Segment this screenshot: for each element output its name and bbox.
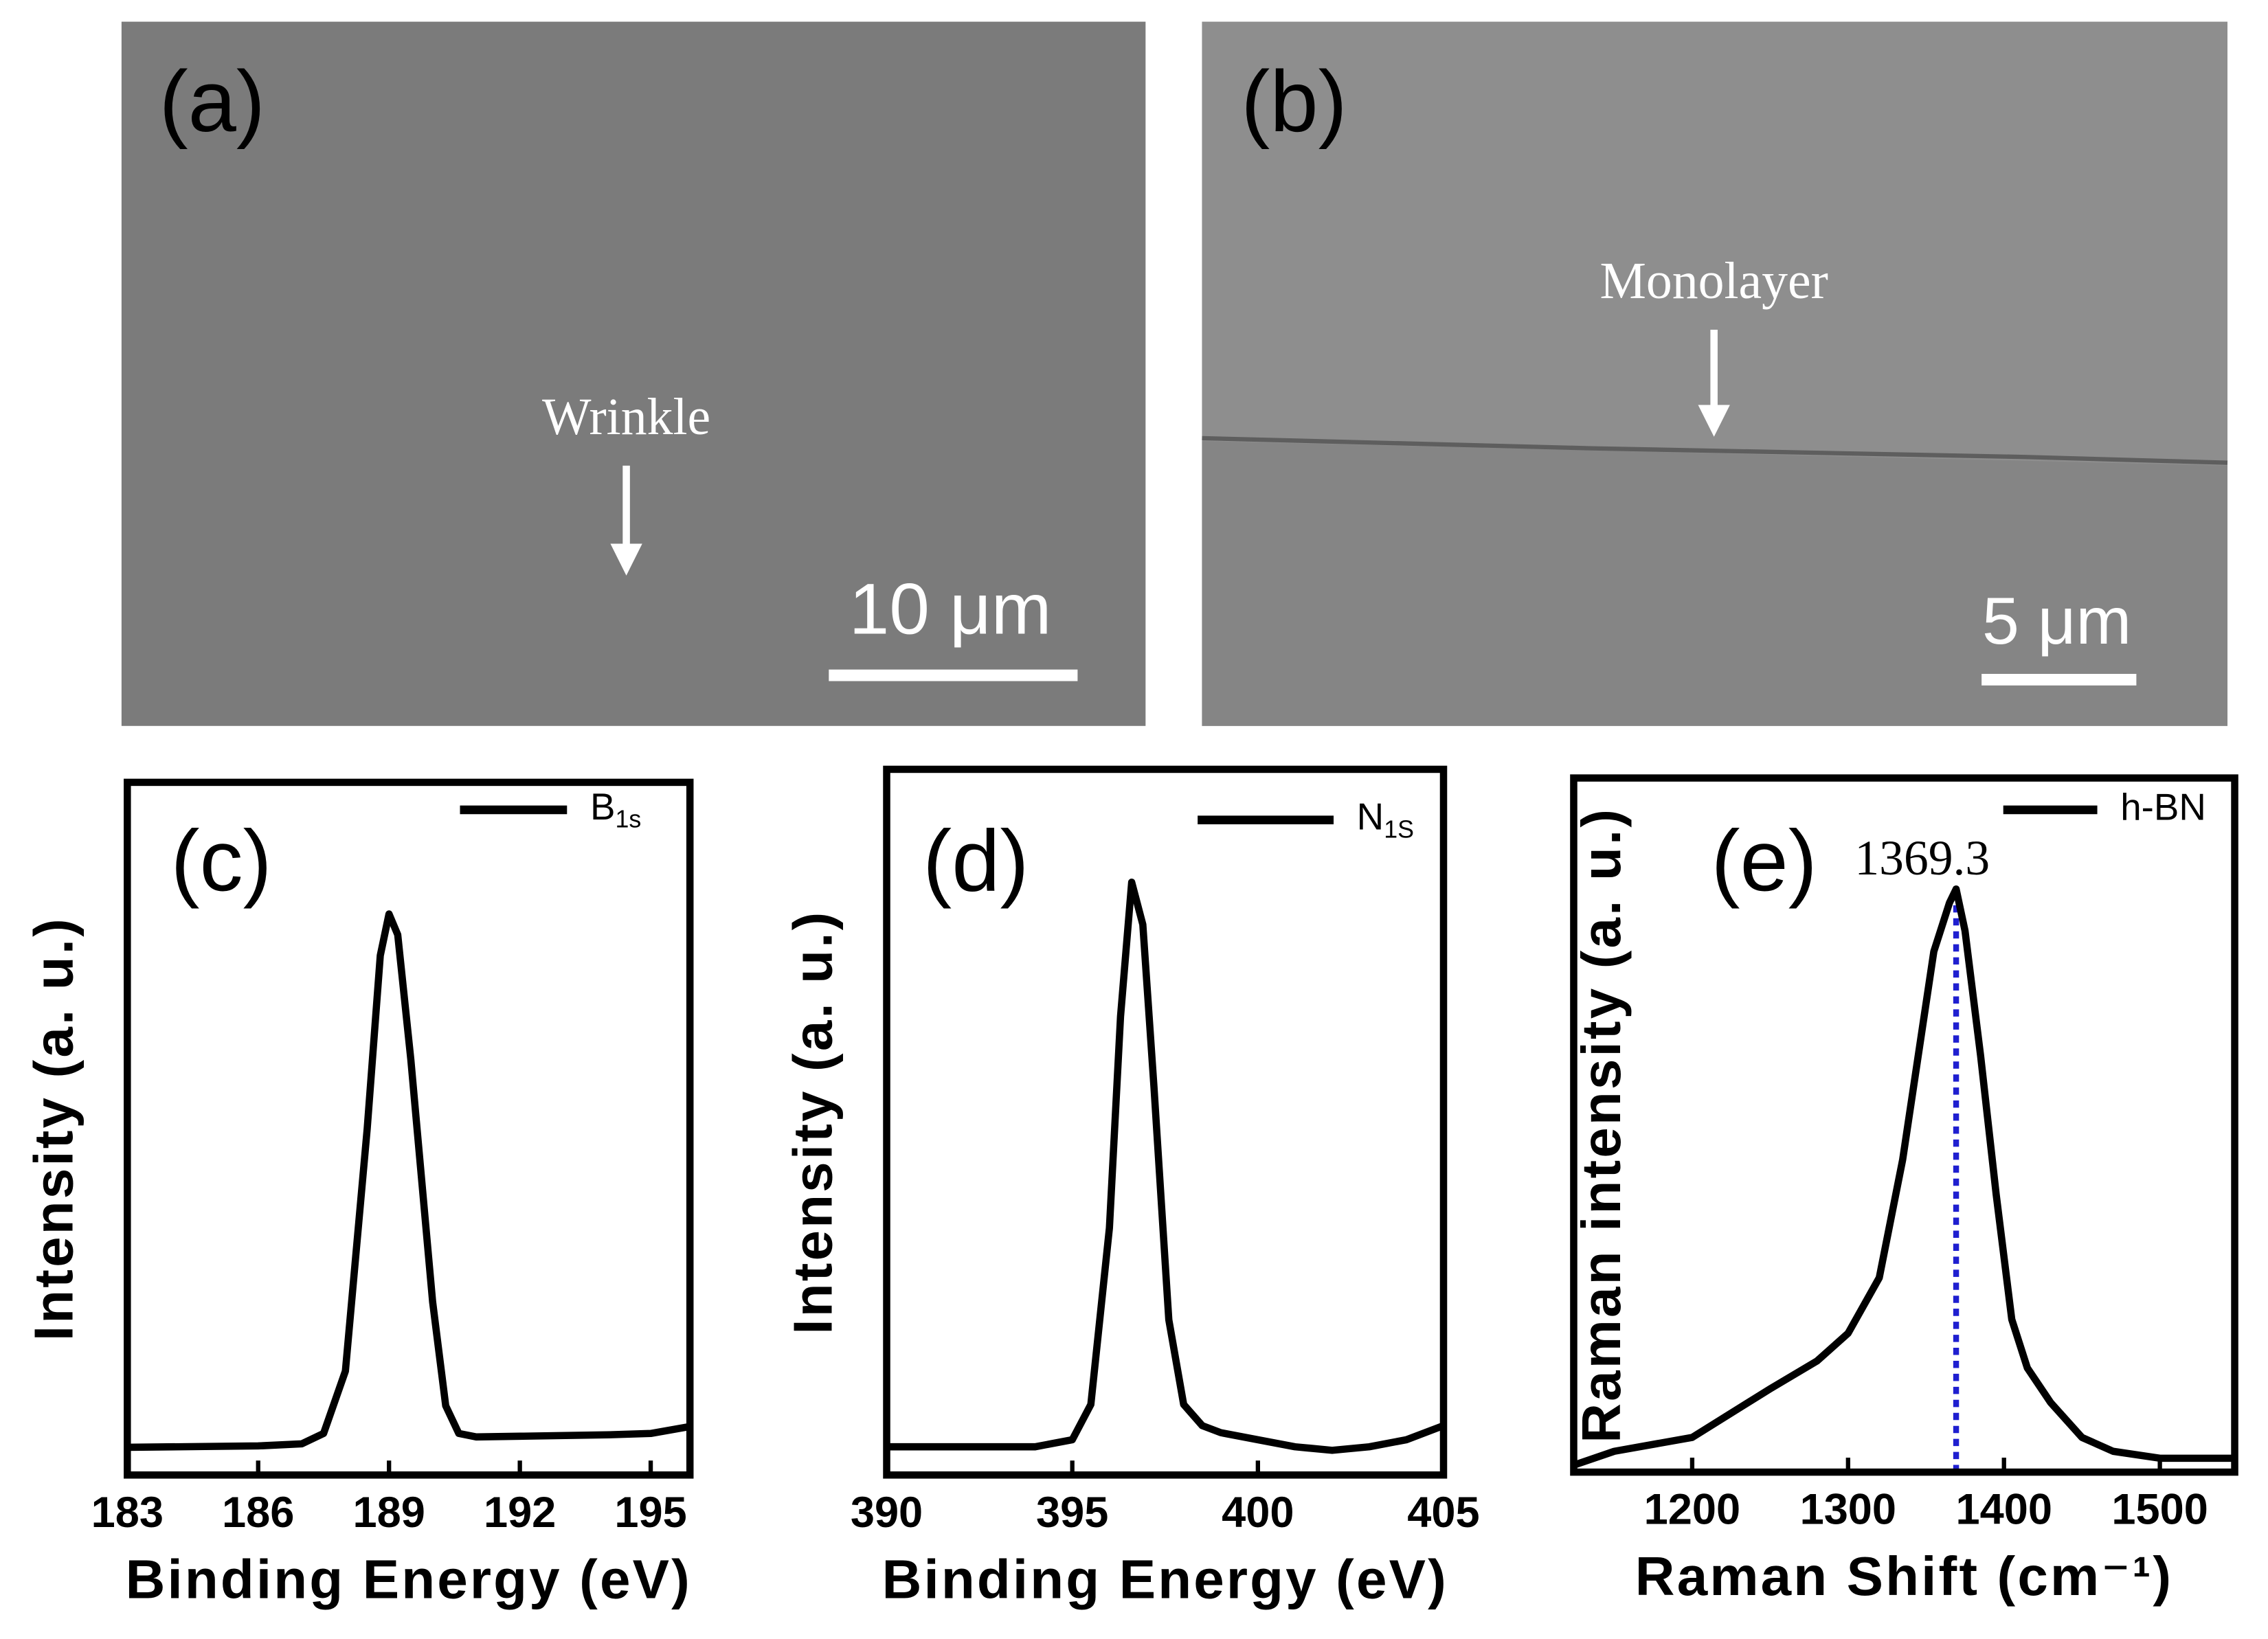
y-axis-label: Raman intensity (a. u.) bbox=[1571, 807, 1632, 1443]
x-tick-label: 1200 bbox=[1644, 1486, 1740, 1534]
x-tick-label: 1500 bbox=[2111, 1486, 2208, 1534]
legend-label: B1s bbox=[590, 785, 641, 833]
plot-frame bbox=[124, 778, 694, 1479]
y-axis-label: Intensity (a. u.) bbox=[23, 916, 84, 1341]
x-tick-label: 1400 bbox=[1955, 1486, 2052, 1534]
plot-frame bbox=[883, 765, 1448, 1479]
x-tick-label: 183 bbox=[91, 1489, 164, 1537]
edge bbox=[1202, 436, 2228, 465]
x-tick-label: 1300 bbox=[1800, 1486, 1896, 1534]
scale-label: 10 μm bbox=[849, 569, 1052, 649]
x-tick-label: 192 bbox=[484, 1489, 556, 1537]
x-tick-label: 189 bbox=[353, 1489, 425, 1537]
x-axis-label: Binding Energy (eV) bbox=[882, 1548, 1448, 1609]
panel-label: (e) bbox=[1711, 812, 1817, 909]
scale-label: 5 μm bbox=[1982, 583, 2131, 658]
x-tick-label: 390 bbox=[851, 1489, 923, 1537]
annotation: Wrinkle bbox=[542, 388, 710, 446]
substrate-region bbox=[1202, 441, 2228, 726]
x-tick-label: 405 bbox=[1407, 1489, 1479, 1537]
spectrum bbox=[886, 879, 1445, 1454]
sem-image-a bbox=[121, 21, 1146, 726]
x-axis-label: Binding Energy (eV) bbox=[126, 1548, 692, 1609]
scale-bar bbox=[829, 669, 1078, 681]
y-axis-label: Intensity (a. u.) bbox=[783, 910, 844, 1335]
annotation: Monolayer bbox=[1599, 252, 1828, 310]
plot-frame bbox=[1570, 774, 2238, 1476]
x-axis-label: Raman Shift (cm⁻¹) bbox=[1635, 1546, 2173, 1607]
arrow-head bbox=[610, 543, 642, 576]
arrow-head bbox=[1698, 405, 1730, 437]
x-tick-label: 395 bbox=[1036, 1489, 1108, 1537]
panel-label: (b) bbox=[1241, 53, 1347, 150]
scale-bar bbox=[1981, 674, 2137, 686]
annotation: 1369.3 bbox=[1854, 831, 1990, 885]
x-tick-label: 195 bbox=[614, 1489, 686, 1537]
panel-label: (d) bbox=[923, 812, 1029, 909]
spectrum bbox=[1572, 885, 2235, 1469]
legend-label: N1S bbox=[1357, 795, 1414, 844]
spectrum bbox=[127, 910, 691, 1451]
panel-label: (a) bbox=[159, 53, 265, 150]
x-tick-label: 186 bbox=[222, 1489, 294, 1537]
x-tick-label: 400 bbox=[1222, 1489, 1294, 1537]
legend-label: h-BN bbox=[2120, 785, 2206, 828]
panel-label: (c) bbox=[170, 812, 271, 909]
